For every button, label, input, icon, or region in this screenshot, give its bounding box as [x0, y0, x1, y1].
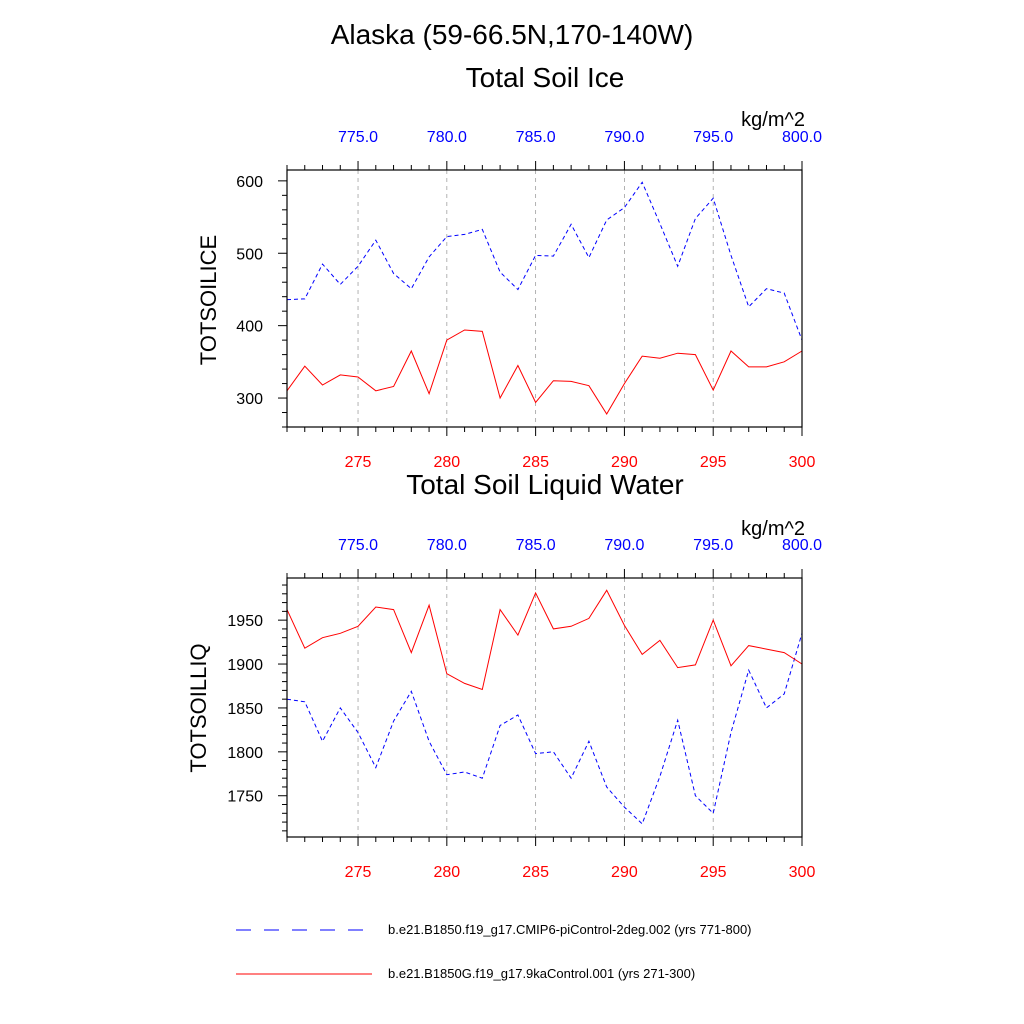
soil-ice-top-tick-label: 780.0: [427, 129, 467, 146]
soil-ice-top-tick-label: 795.0: [693, 129, 733, 146]
soil-liquid-top-tick-label: 800.0: [782, 537, 822, 554]
soil-ice-top-tick-label: 790.0: [604, 129, 644, 146]
soil-ice-plot-frame: [286, 169, 803, 428]
soil-ice-bottom-tick-label: 290: [611, 454, 638, 471]
soil-ice-series-model-b: [286, 329, 803, 415]
soil-ice-bottom-tick-label: 300: [789, 454, 816, 471]
soil-ice-left-tick-label: 600: [236, 174, 263, 191]
soil-liquid-series-model-a: [286, 633, 803, 825]
soil-liquid-title: Total Soil Liquid Water: [406, 469, 684, 500]
soil-ice-top-tick-label: 800.0: [782, 129, 822, 146]
soil-liquid-ylabel: TOTSOILLIQ: [186, 643, 211, 772]
soil-liquid-bottom-tick-label: 275: [345, 864, 372, 881]
soil-liquid-left-tick-label: 1750: [227, 789, 263, 806]
soil-ice-units: kg/m^2: [741, 109, 805, 131]
soil-ice-series-model-a: [286, 181, 803, 341]
soil-ice-bottom-tick-label: 285: [522, 454, 549, 471]
soil-liquid-panel: Total Soil Liquid Water kg/m^2 TOTSOILLI…: [186, 469, 822, 881]
soil-ice-top-tick-label: 785.0: [516, 129, 556, 146]
soil-liquid-units: kg/m^2: [741, 518, 805, 540]
soil-liquid-bottom-tick-label: 280: [433, 864, 460, 881]
legend-label-model-b: b.e21.B1850G.f19_g17.9kaControl.001 (yrs…: [388, 966, 695, 981]
soil-ice-bottom-tick-label: 280: [433, 454, 460, 471]
soil-liquid-bottom-tick-label: 295: [700, 864, 727, 881]
soil-ice-left-tick-label: 300: [236, 391, 263, 408]
soil-liquid-bottom-tick-label: 285: [522, 864, 549, 881]
soil-liquid-series-model-b: [286, 589, 803, 691]
soil-ice-title: Total Soil Ice: [466, 62, 625, 93]
soil-liquid-bottom-tick-label: 290: [611, 864, 638, 881]
soil-liquid-top-tick-label: 780.0: [427, 537, 467, 554]
soil-ice-panel: Total Soil Ice kg/m^2 TOTSOILICE 275 280 2…: [196, 62, 822, 471]
soil-ice-left-tick-label: 400: [236, 319, 263, 336]
soil-liquid-plot-frame: [286, 577, 803, 838]
soil-ice-bottom-tick-label: 275: [345, 454, 372, 471]
legend: b.e21.B1850.f19_g17.CMIP6-piControl-2deg…: [236, 922, 752, 981]
soil-liquid-top-tick-label: 790.0: [604, 537, 644, 554]
soil-ice-bottom-tick-label: 295: [700, 454, 727, 471]
soil-liquid-top-tick-label: 795.0: [693, 537, 733, 554]
soil-liquid-top-tick-label: 785.0: [516, 537, 556, 554]
soil-liquid-left-tick-label: 1950: [227, 613, 263, 630]
legend-label-model-a: b.e21.B1850.f19_g17.CMIP6-piControl-2deg…: [388, 922, 752, 937]
soil-ice-left-tick-label: 500: [236, 246, 263, 263]
soil-liquid-left-tick-label: 1800: [227, 745, 263, 762]
soil-liquid-top-tick-label: 775.0: [338, 537, 378, 554]
soil-liquid-bottom-tick-label: 300: [789, 864, 816, 881]
soil-ice-top-tick-label: 775.0: [338, 129, 378, 146]
figure-title: Alaska (59-66.5N,170-140W): [331, 19, 694, 50]
soil-liquid-left-tick-label: 1850: [227, 701, 263, 718]
soil-ice-ylabel: TOTSOILICE: [196, 235, 221, 365]
soil-liquid-left-tick-label: 1900: [227, 657, 263, 674]
